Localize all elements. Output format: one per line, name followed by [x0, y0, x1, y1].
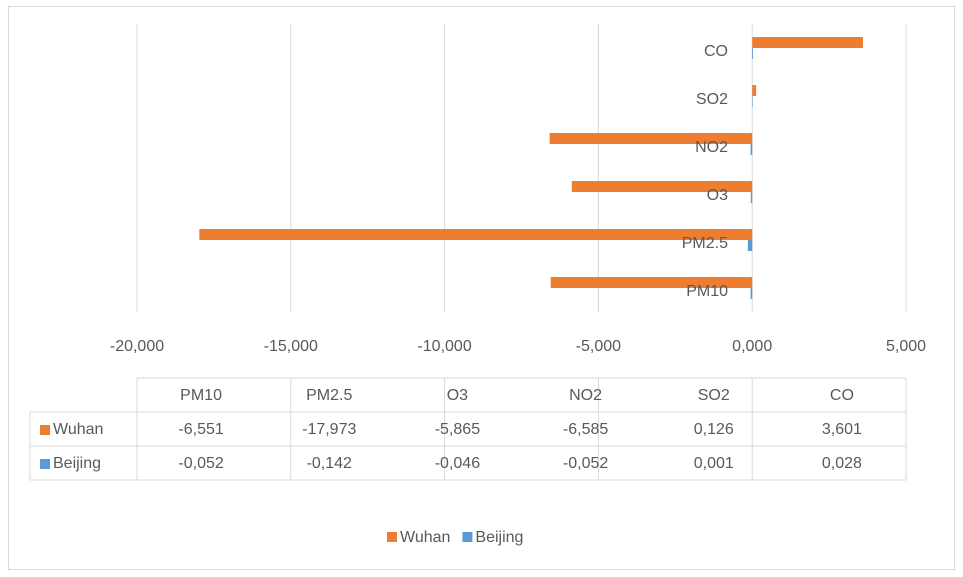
- table-header: SO2: [698, 387, 730, 404]
- table-cell: -0,052: [563, 455, 608, 472]
- bar: [750, 192, 753, 203]
- bar: [199, 229, 753, 240]
- table-cell: -0,142: [307, 455, 352, 472]
- x-tick-label: -20,000: [110, 338, 164, 355]
- category-label: NO2: [695, 139, 728, 156]
- bar: [750, 144, 753, 155]
- category-label: PM2.5: [682, 235, 728, 252]
- category-label: SO2: [696, 91, 728, 108]
- bar: [747, 240, 753, 251]
- bar: [549, 133, 753, 144]
- chart-border: [8, 6, 955, 570]
- table-cell: -6,585: [563, 421, 608, 438]
- table-header: PM10: [180, 387, 222, 404]
- category-label: PM10: [686, 283, 728, 300]
- bar: [752, 48, 754, 59]
- bar: [750, 288, 753, 299]
- table-header: NO2: [569, 387, 602, 404]
- legend-swatch: [40, 425, 50, 435]
- x-tick-label: -15,000: [264, 338, 318, 355]
- table-cell: -17,973: [302, 421, 356, 438]
- table-cell: 0,028: [822, 455, 862, 472]
- x-tick-label: 0,000: [732, 338, 772, 355]
- bar: [752, 37, 863, 48]
- x-tick-label: -5,000: [576, 338, 621, 355]
- table-header: O3: [447, 387, 468, 404]
- table-cell: 3,601: [822, 421, 862, 438]
- table-header: PM2.5: [306, 387, 352, 404]
- legend-swatch: [462, 532, 473, 542]
- table-cell: -0,052: [178, 455, 223, 472]
- legend-swatch: [387, 532, 397, 542]
- legend-swatch: [40, 459, 50, 469]
- table-cell: -5,865: [435, 421, 480, 438]
- legend-label: Beijing: [475, 529, 523, 546]
- x-tick-label: -10,000: [417, 338, 471, 355]
- table-cell: 0,126: [694, 421, 734, 438]
- bar: [752, 96, 753, 107]
- table-cell: -6,551: [178, 421, 223, 438]
- category-label: CO: [704, 43, 728, 60]
- table-cell: 0,001: [694, 455, 734, 472]
- category-label: O3: [707, 187, 728, 204]
- row-label: Wuhan: [53, 421, 103, 438]
- legend-label: Wuhan: [400, 529, 450, 546]
- row-label: Beijing: [53, 455, 101, 472]
- x-tick-label: 5,000: [886, 338, 926, 355]
- table-cell: -0,046: [435, 455, 480, 472]
- bar: [571, 181, 753, 192]
- table-header: CO: [830, 387, 854, 404]
- bar: [752, 85, 757, 96]
- bar: [550, 277, 753, 288]
